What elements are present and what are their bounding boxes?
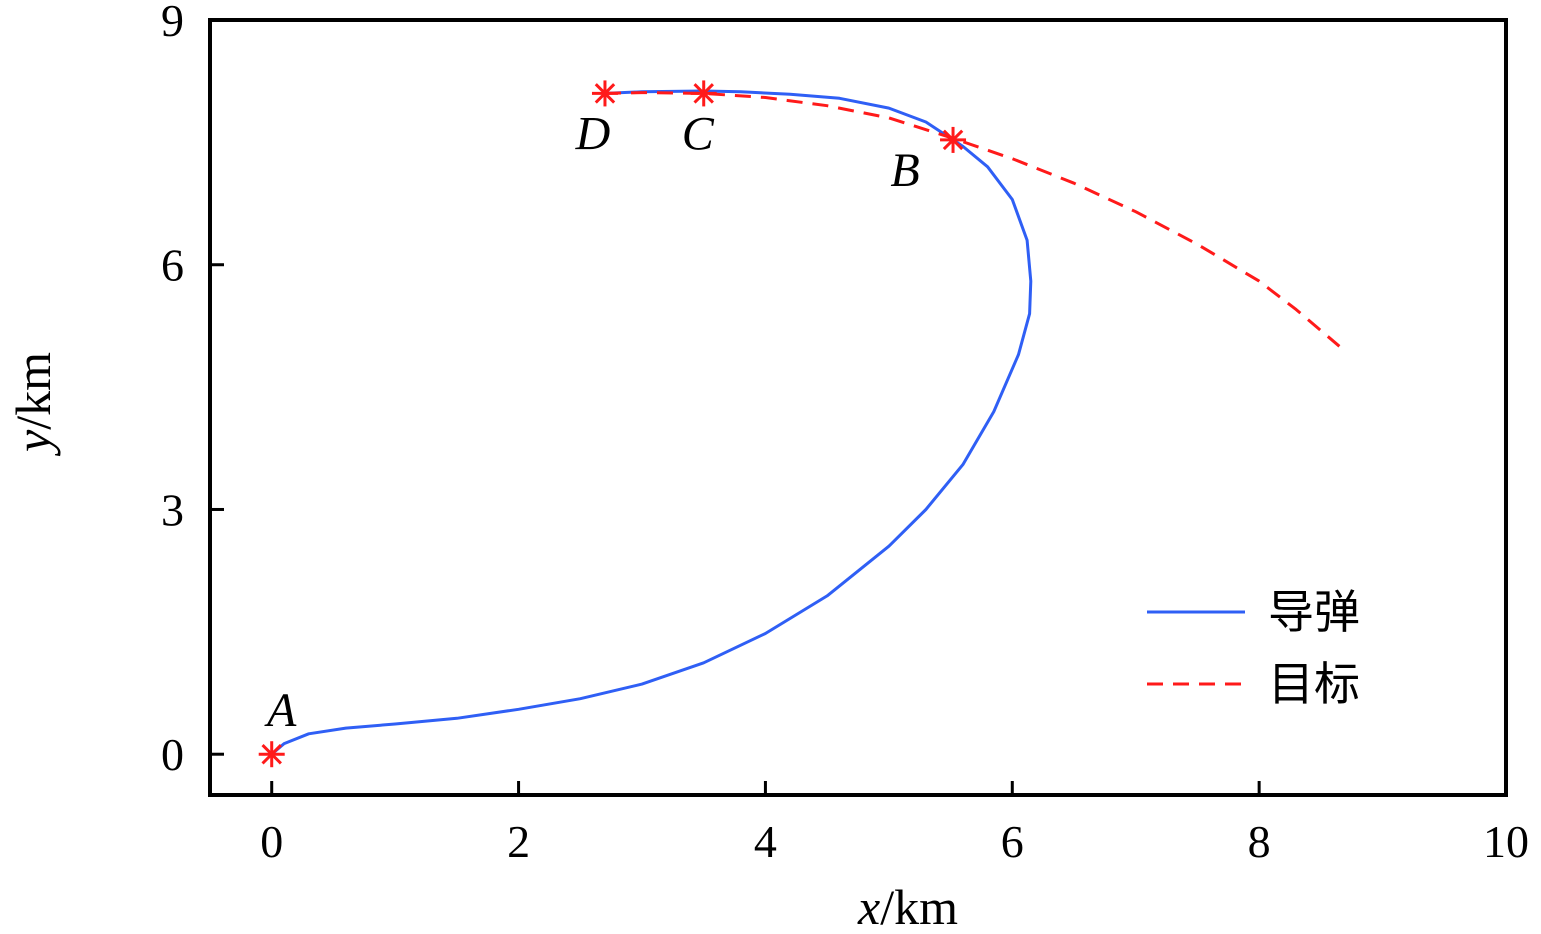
series-line-target [604,91,1341,348]
legend: 导弹 目标 [1147,585,1360,711]
x-tick-label: 6 [1001,816,1024,867]
x-axis-title: x/km [857,879,958,929]
y-axis: 0 3 6 9 [161,0,224,780]
point-label-d: D [575,107,611,160]
legend-label-missile: 导弹 [1268,585,1360,639]
y-tick-label: 6 [161,240,184,291]
y-tick-label: 0 [161,729,184,780]
marker-b [940,126,967,153]
x-tick-label: 10 [1483,816,1529,867]
y-tick-label: 3 [161,484,184,535]
series-layer [270,89,1341,756]
point-label-c: C [682,107,715,160]
y-tick-label: 9 [161,0,184,46]
plot-frame [208,18,1508,797]
x-tick-label: 2 [507,816,530,867]
marker-a [258,741,285,768]
series-line-missile [270,89,1033,756]
x-tick-label: 4 [754,816,777,867]
marker-d [591,80,618,107]
x-tick-label: 0 [260,816,283,867]
x-axis: 0 2 4 6 8 10 [260,781,1529,867]
x-tick-label: 8 [1248,816,1271,867]
point-label-b: B [890,144,919,197]
marker-layer: A B C D [258,80,967,768]
point-label-a: A [264,684,297,737]
y-axis-title: y/km [5,352,61,457]
legend-label-target: 目标 [1268,657,1360,711]
marker-c [690,80,717,107]
